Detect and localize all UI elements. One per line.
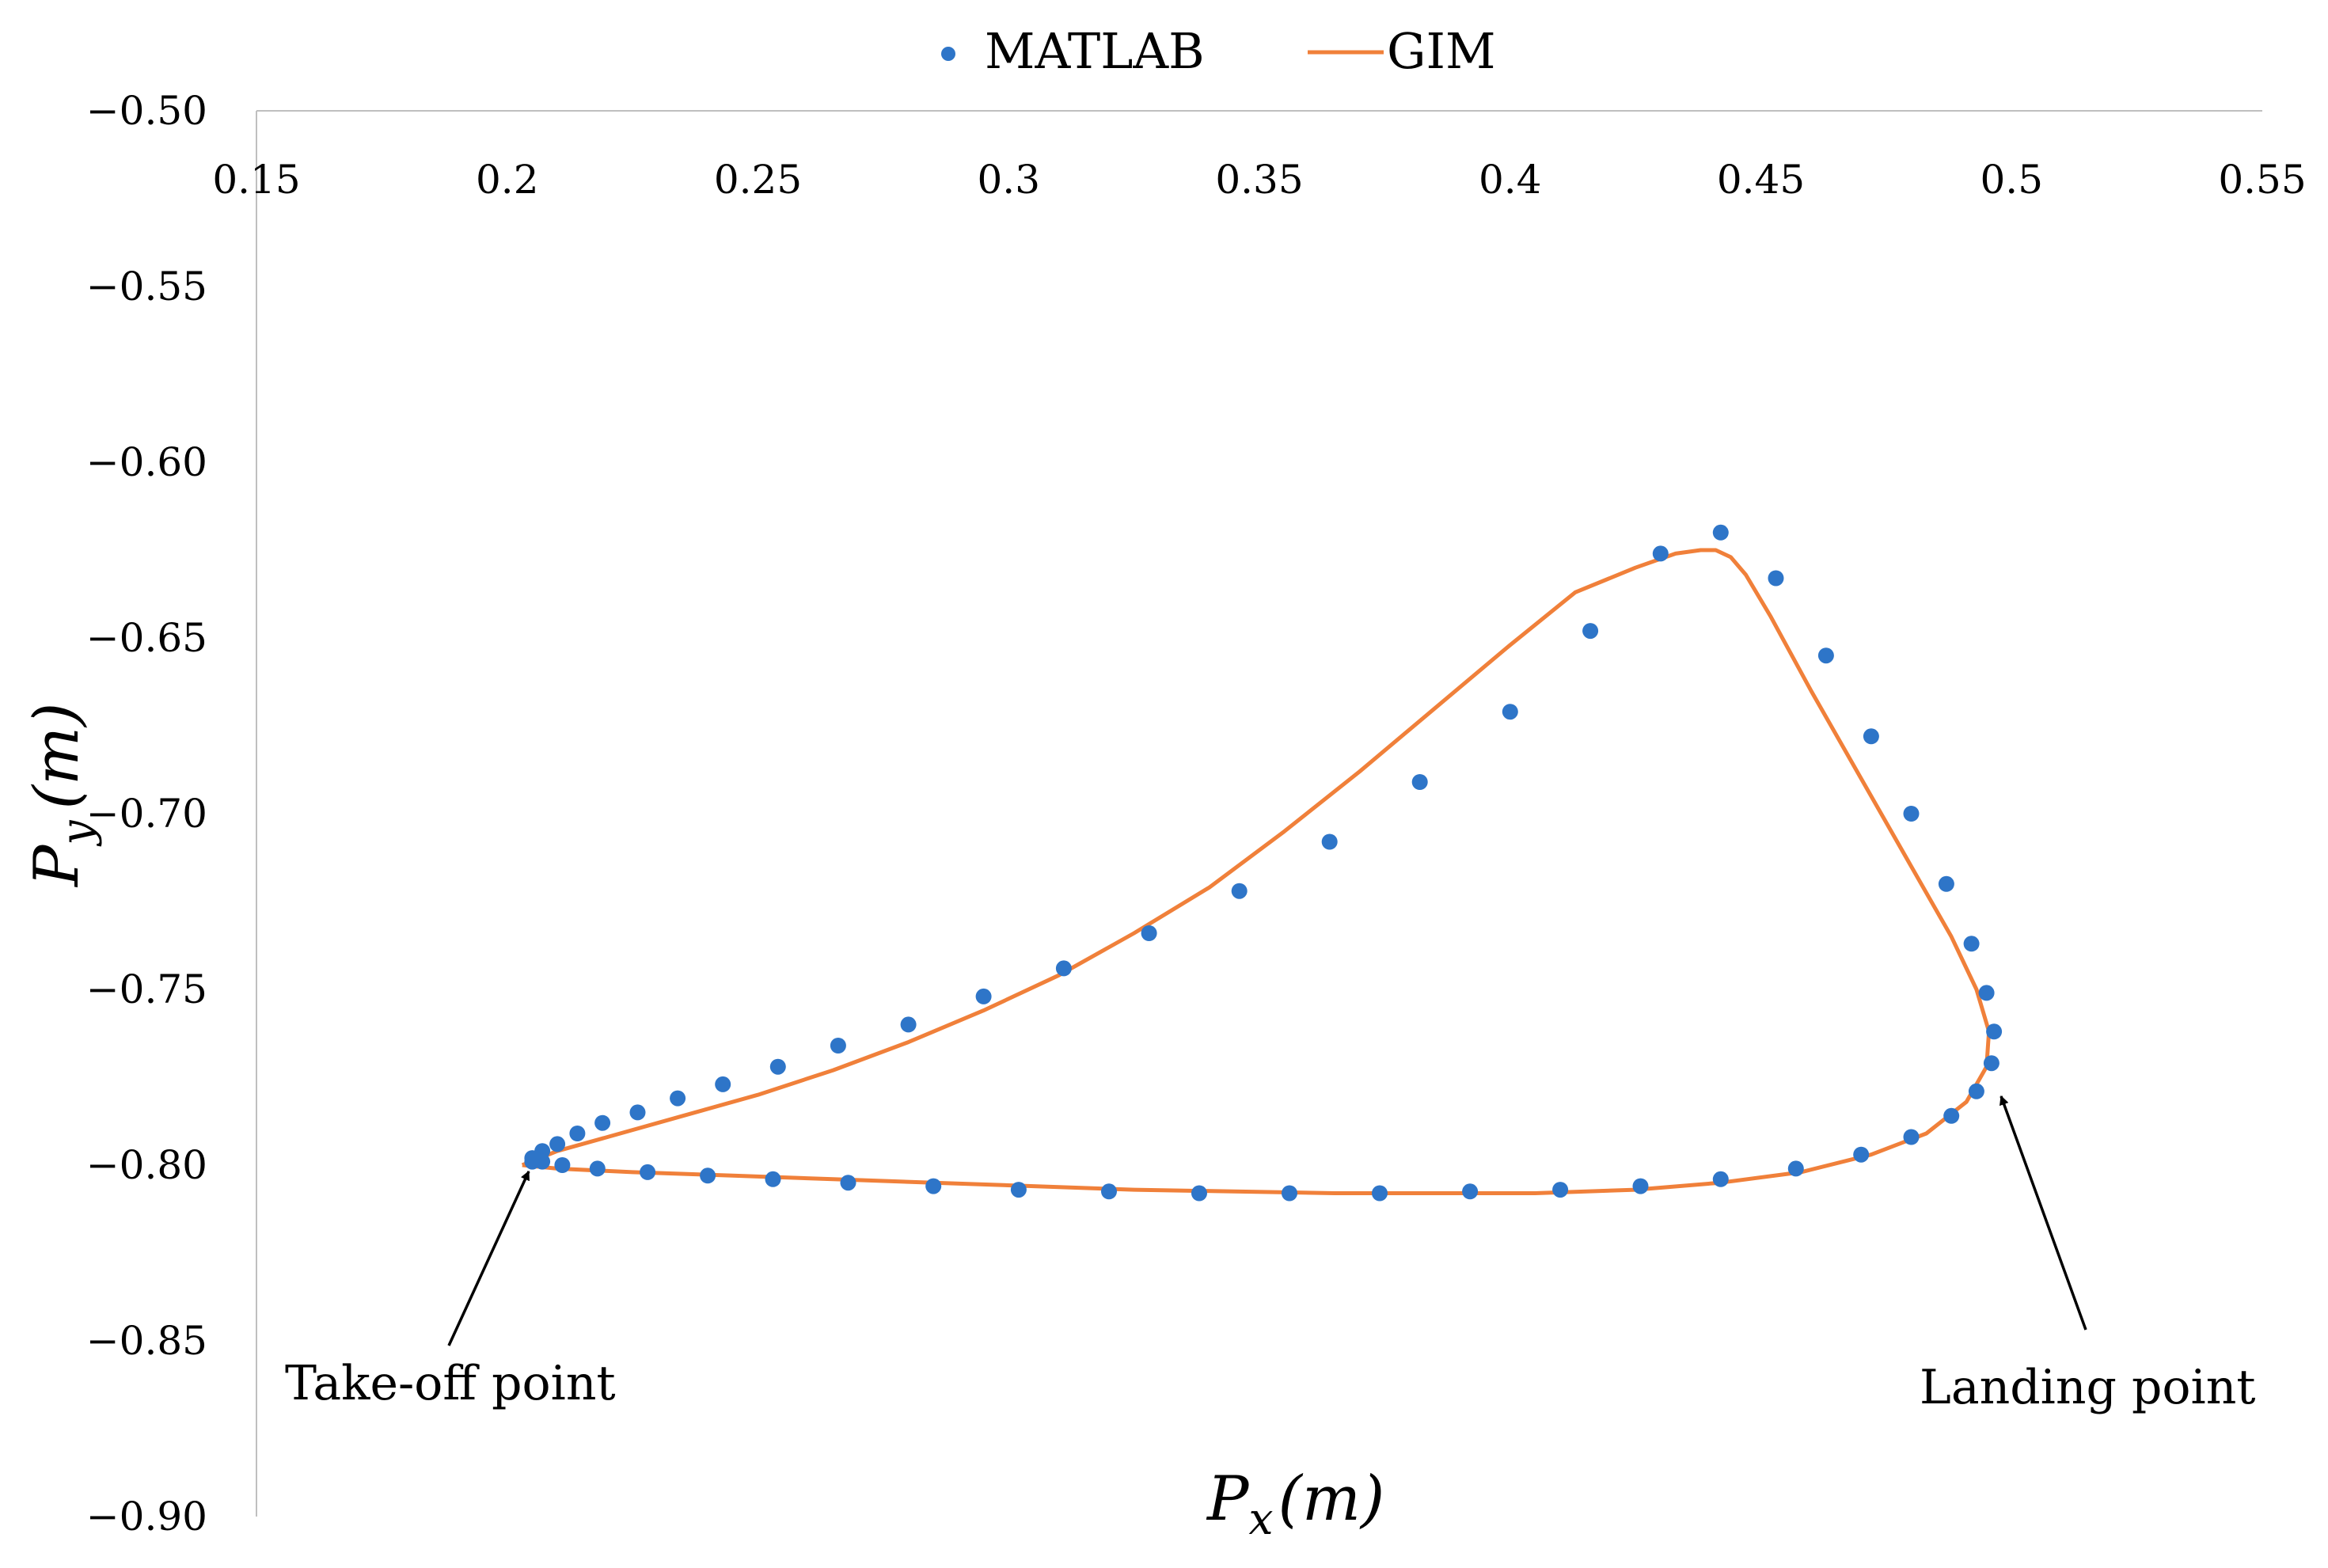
gim-series-line: [521, 548, 1992, 1195]
matlab-point: [1863, 728, 1879, 745]
x-tick-label: 0.3: [977, 157, 1040, 203]
x-tick-label: 0.15: [212, 157, 300, 203]
matlab-point: [1817, 647, 1834, 664]
takeoff-label: Take-off point: [285, 1356, 616, 1411]
y-tick-label: −0.65: [86, 615, 207, 661]
matlab-point: [1978, 985, 1995, 1001]
matlab-point: [1055, 960, 1072, 977]
y-tick-label: −0.85: [86, 1318, 207, 1364]
y-tick-label: −0.55: [86, 264, 207, 309]
y-tick-labels: −0.50 −0.55 −0.60 −0.65 −0.70 −0.75 −0.80 −0.85…: [86, 88, 207, 1540]
landing-label: Landing point: [1920, 1360, 2255, 1415]
matlab-point: [1768, 570, 1784, 587]
y-tick-label: −0.70: [86, 791, 207, 837]
matlab-point: [700, 1167, 716, 1184]
matlab-point: [1712, 524, 1729, 541]
takeoff-arrow: [447, 1170, 530, 1346]
matlab-point: [1010, 1182, 1027, 1198]
matlab-point: [1938, 875, 1954, 892]
matlab-point: [1321, 833, 1338, 850]
y-tick-label: −0.50: [86, 88, 207, 134]
matlab-point: [1652, 545, 1669, 562]
matlab-point: [554, 1157, 571, 1173]
matlab-point: [1903, 1129, 1920, 1145]
y-tick-label: −0.60: [86, 439, 207, 485]
matlab-point: [1632, 1178, 1649, 1194]
matlab-point: [1372, 1185, 1388, 1202]
matlab-point: [1231, 883, 1248, 899]
x-axis-title: Px(m): [1206, 1464, 1384, 1544]
matlab-point: [629, 1104, 646, 1121]
legend-gim-label: GIM: [1387, 22, 1496, 80]
matlab-point: [1986, 1023, 2003, 1040]
y-tick-label: −0.90: [86, 1494, 207, 1540]
matlab-point: [1853, 1146, 1870, 1163]
legend-matlab-marker: [941, 47, 955, 61]
matlab-point: [830, 1038, 846, 1054]
matlab-point: [640, 1164, 656, 1180]
matlab-point: [1141, 925, 1157, 941]
x-tick-label: 0.5: [1980, 157, 2043, 203]
matlab-point: [670, 1090, 686, 1107]
matlab-point: [1903, 806, 1920, 822]
matlab-point: [1191, 1185, 1207, 1202]
matlab-point: [840, 1175, 856, 1191]
x-tick-label: 0.4: [1479, 157, 1542, 203]
matlab-point: [524, 1150, 541, 1167]
matlab-point: [589, 1160, 606, 1177]
matlab-point: [1968, 1083, 1984, 1099]
matlab-point: [975, 988, 992, 1004]
x-tick-label: 0.35: [1215, 157, 1303, 203]
x-tick-label: 0.25: [714, 157, 802, 203]
matlab-point: [1582, 623, 1599, 640]
x-tick-label: 0.45: [1717, 157, 1805, 203]
matlab-point: [1712, 1171, 1729, 1187]
y-axis-title: Py(m): [21, 703, 102, 888]
matlab-point: [765, 1171, 781, 1187]
x-tick-label: 0.55: [2218, 157, 2306, 203]
legend: MATLAB GIM: [941, 22, 1496, 80]
matlab-point: [1462, 1183, 1479, 1200]
y-tick-label: −0.75: [86, 966, 207, 1012]
matlab-point: [1101, 1183, 1117, 1200]
matlab-point: [715, 1076, 731, 1092]
legend-matlab-label: MATLAB: [985, 22, 1205, 80]
matlab-point: [1943, 1107, 1960, 1124]
matlab-point: [1502, 704, 1518, 720]
y-tick-label: −0.80: [86, 1142, 207, 1188]
matlab-point: [594, 1114, 611, 1131]
matlab-point: [1983, 1055, 1999, 1072]
matlab-point: [1282, 1185, 1297, 1202]
landing-arrow: [1999, 1095, 2087, 1331]
matlab-point: [569, 1126, 586, 1141]
matlab-point: [769, 1058, 786, 1075]
matlab-point: [1411, 774, 1428, 790]
x-tick-labels: 0.15 0.2 0.25 0.3 0.35 0.4 0.45 0.5 0.55: [212, 157, 2306, 203]
matlab-point: [925, 1178, 942, 1194]
matlab-point: [549, 1136, 566, 1152]
matlab-series-points: [524, 524, 2003, 1202]
matlab-point: [900, 1016, 917, 1033]
matlab-point: [1963, 936, 1980, 952]
matlab-point: [1552, 1182, 1569, 1198]
x-tick-label: 0.2: [476, 157, 539, 203]
matlab-point: [1787, 1160, 1804, 1177]
